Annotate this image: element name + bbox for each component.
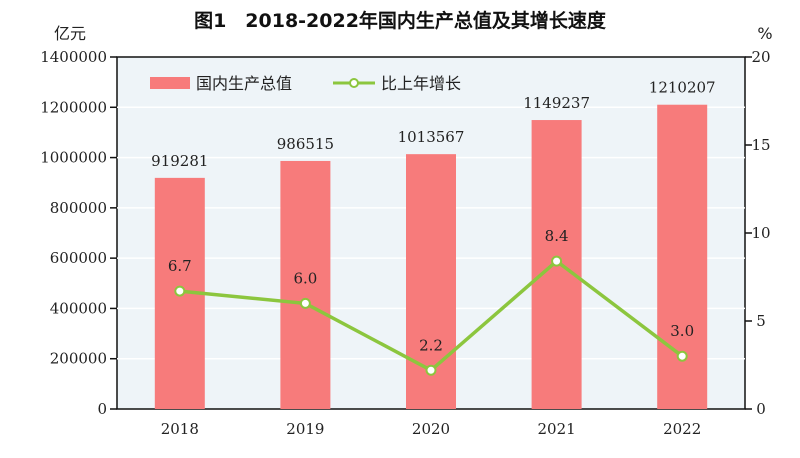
y2-axis-label: % bbox=[757, 24, 772, 43]
x-tick-label: 2021 bbox=[538, 420, 576, 438]
growth-value-label: 2.2 bbox=[419, 336, 443, 354]
bar-2022 bbox=[657, 104, 708, 409]
x-tick-label: 2018 bbox=[161, 420, 199, 438]
legend-bar-swatch bbox=[150, 77, 190, 89]
y-tick-label: 200000 bbox=[50, 350, 107, 368]
growth-point-2019 bbox=[299, 297, 311, 309]
legend-bar-label: 国内生产总值 bbox=[196, 74, 292, 93]
bar-value-label: 919281 bbox=[151, 152, 208, 170]
y2-tick-label: 15 bbox=[751, 136, 770, 154]
growth-point-2020 bbox=[425, 364, 437, 376]
chart-title: 图1 2018-2022年国内生产总值及其增长速度 bbox=[194, 9, 607, 32]
x-tick-label: 2022 bbox=[663, 420, 701, 438]
legend: 国内生产总值 比上年增长 bbox=[150, 74, 461, 93]
growth-point-2022 bbox=[676, 350, 688, 362]
y-tick-label: 1000000 bbox=[40, 149, 107, 167]
growth-point-2021 bbox=[551, 255, 563, 267]
bar-value-label: 986515 bbox=[277, 135, 334, 153]
bar-value-label: 1210207 bbox=[649, 79, 716, 97]
bar-value-label: 1149237 bbox=[523, 94, 590, 112]
growth-point-2018 bbox=[174, 285, 186, 297]
legend-line-label: 比上年增长 bbox=[381, 74, 461, 93]
y-tick-label: 1400000 bbox=[40, 48, 107, 66]
growth-value-label: 3.0 bbox=[670, 322, 694, 340]
y-tick-label: 600000 bbox=[50, 249, 107, 267]
y-tick-label: 800000 bbox=[50, 199, 107, 217]
y-tick-label: 0 bbox=[97, 400, 107, 418]
bar-value-label: 1013567 bbox=[398, 128, 465, 146]
y-tick-label: 400000 bbox=[50, 299, 107, 317]
y2-tick-label: 20 bbox=[751, 48, 770, 66]
growth-value-label: 8.4 bbox=[545, 227, 569, 245]
growth-value-label: 6.0 bbox=[293, 269, 317, 287]
y-tick-label: 1200000 bbox=[40, 98, 107, 116]
growth-value-label: 6.7 bbox=[168, 257, 192, 275]
legend-line-marker bbox=[349, 78, 359, 88]
y-axis-label: 亿元 bbox=[54, 24, 86, 43]
y2-tick-label: 0 bbox=[756, 400, 766, 418]
bar-2019 bbox=[280, 160, 331, 409]
y2-tick-label: 10 bbox=[751, 224, 770, 242]
x-tick-label: 2019 bbox=[286, 420, 324, 438]
y2-tick-label: 5 bbox=[756, 312, 766, 330]
x-tick-label: 2020 bbox=[412, 420, 450, 438]
